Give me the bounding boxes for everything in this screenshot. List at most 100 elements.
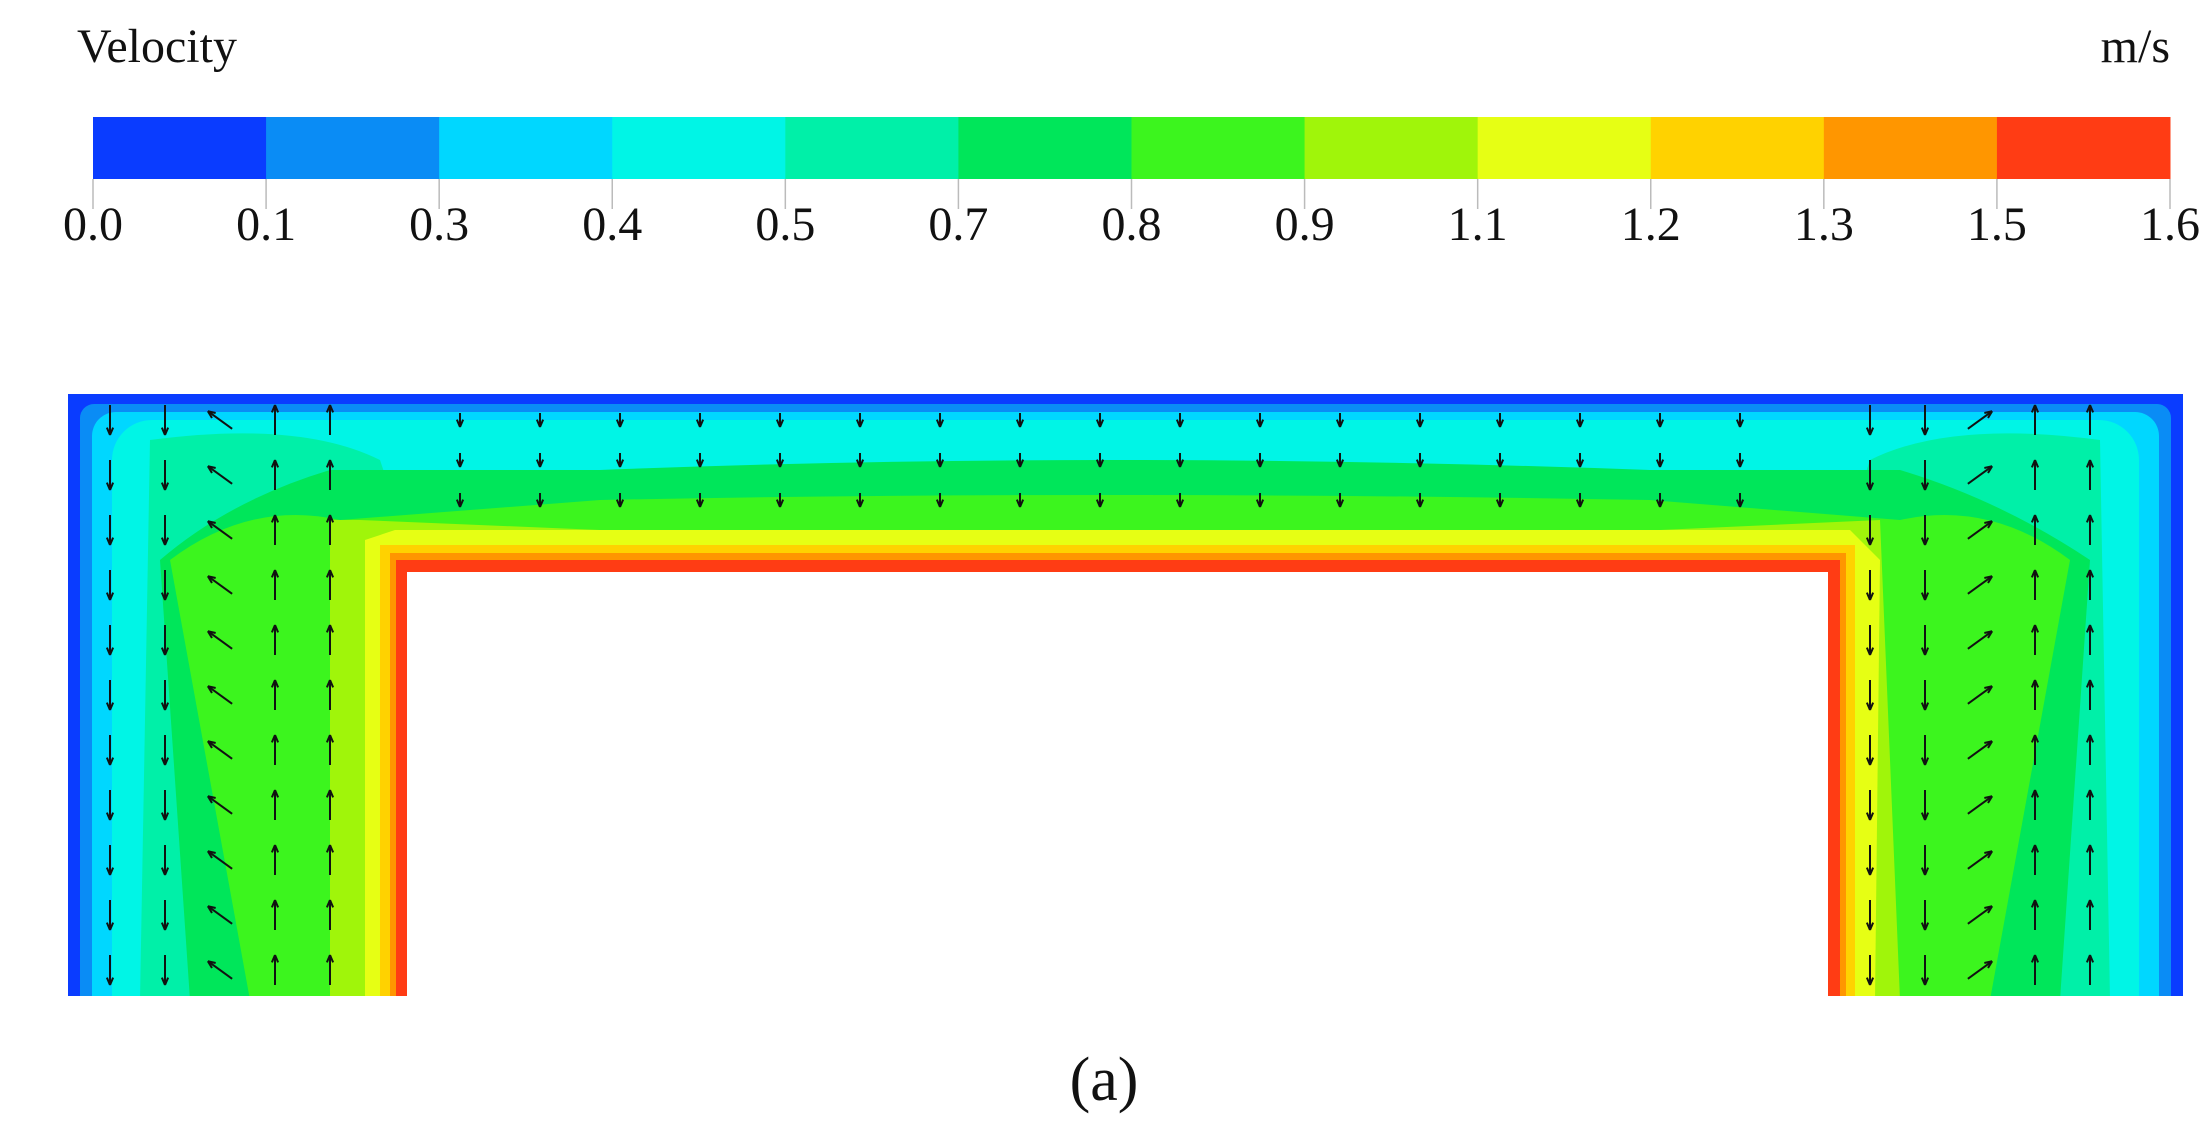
arrow-head <box>270 514 280 523</box>
tick-label: 0.4 <box>582 198 642 251</box>
arrow-head <box>160 482 170 491</box>
arrow <box>1967 740 1993 760</box>
arrow-head <box>160 592 170 601</box>
arrow-head <box>455 499 465 508</box>
arrow-head <box>1865 757 1875 766</box>
arrow <box>1967 685 1993 705</box>
arrow-head <box>2085 679 2095 688</box>
arrow-head <box>1920 757 1930 766</box>
arrow <box>1967 850 1993 870</box>
arrow-head <box>160 977 170 986</box>
color-swatch <box>1996 117 2171 179</box>
arrow-head <box>270 734 280 743</box>
arrow-head <box>325 789 335 798</box>
arrow-head <box>1865 977 1875 986</box>
arrow-head <box>1865 647 1875 656</box>
arrow-head <box>207 575 216 584</box>
arrow-head <box>2085 789 2095 798</box>
arrow-head <box>270 789 280 798</box>
vector-field <box>105 404 2095 986</box>
arrow-head <box>1865 592 1875 601</box>
arrow-head <box>270 844 280 853</box>
arrow-head <box>855 499 865 508</box>
arrow-head <box>207 960 216 969</box>
arrow-head <box>105 537 115 546</box>
arrow-head <box>105 482 115 491</box>
arrow-head <box>1015 499 1025 508</box>
arrow-head <box>2085 459 2095 468</box>
arrow-head <box>325 734 335 743</box>
arrow-head <box>1175 419 1185 428</box>
arrow-head <box>160 647 170 656</box>
arrow-head <box>1415 419 1425 428</box>
arrow-head <box>105 702 115 711</box>
tick-label: 1.1 <box>1448 198 1508 251</box>
arrow-head <box>1495 459 1505 468</box>
arrow-head <box>1655 419 1665 428</box>
tick-label: 0.3 <box>409 198 469 251</box>
arrow-head <box>105 977 115 986</box>
color-swatch <box>266 117 440 179</box>
obstacle <box>407 572 1828 996</box>
arrow-head <box>1735 419 1745 428</box>
arrow-head <box>325 624 335 633</box>
arrow-head <box>1920 977 1930 986</box>
arrow-head <box>325 899 335 908</box>
arrow <box>1967 795 1993 815</box>
arrow-head <box>270 679 280 688</box>
arrow <box>207 795 233 815</box>
color-swatch <box>1650 117 1825 179</box>
tick-label: 1.3 <box>1794 198 1854 251</box>
arrow-head <box>1984 795 1993 804</box>
arrow-head <box>325 404 335 413</box>
arrow <box>207 850 233 870</box>
tick-label: 0.0 <box>63 198 123 251</box>
arrow-head <box>2085 569 2095 578</box>
arrow <box>207 520 233 540</box>
arrow-head <box>1984 905 1993 914</box>
arrow-head <box>2030 789 2040 798</box>
arrow-head <box>2085 844 2095 853</box>
tick-label: 0.8 <box>1102 198 1162 251</box>
arrow-head <box>1255 459 1265 468</box>
arrow-head <box>2030 624 2040 633</box>
tick-label: 1.5 <box>1967 198 2027 251</box>
arrow-head <box>1575 499 1585 508</box>
arrow-head <box>1865 867 1875 876</box>
arrow-head <box>1920 702 1930 711</box>
arrow-head <box>455 459 465 468</box>
arrow-head <box>1865 427 1875 436</box>
arrow-head <box>325 844 335 853</box>
arrow-head <box>270 459 280 468</box>
arrow-head <box>935 459 945 468</box>
caption: (a) <box>1070 1046 1139 1114</box>
arrow-head <box>935 499 945 508</box>
legend-title: Velocity <box>77 20 237 73</box>
arrow-head <box>105 592 115 601</box>
arrow-head <box>1865 537 1875 546</box>
arrow-head <box>1655 459 1665 468</box>
arrow-head <box>1984 410 1993 419</box>
arrow-head <box>1575 459 1585 468</box>
arrow-head <box>1984 465 1993 474</box>
arrow-head <box>535 419 545 428</box>
arrow-head <box>615 459 625 468</box>
arrow-head <box>1335 419 1345 428</box>
arrow-head <box>1984 850 1993 859</box>
velocity-field <box>68 394 2183 996</box>
arrow-head <box>695 419 705 428</box>
arrow-head <box>1920 537 1930 546</box>
arrow-head <box>1984 520 1993 529</box>
arrow-head <box>1920 867 1930 876</box>
arrow-head <box>1984 960 1993 969</box>
arrow-head <box>2030 844 2040 853</box>
tick-label: 0.5 <box>755 198 815 251</box>
arrow-head <box>855 459 865 468</box>
arrow-head <box>160 537 170 546</box>
arrow <box>1967 465 1993 485</box>
arrow <box>1967 520 1993 540</box>
arrow-head <box>160 757 170 766</box>
arrow-head <box>1984 575 1993 584</box>
arrow-head <box>270 899 280 908</box>
